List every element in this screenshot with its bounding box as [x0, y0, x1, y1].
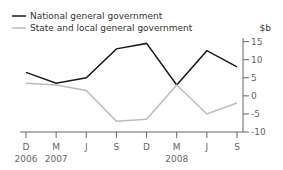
- svg-text:M: M: [173, 142, 181, 152]
- svg-text:D: D: [23, 142, 30, 152]
- svg-text:2006: 2006: [15, 154, 38, 162]
- svg-text:D: D: [143, 142, 150, 152]
- svg-text:J: J: [205, 142, 209, 152]
- svg-text:-10: -10: [251, 127, 266, 137]
- svg-text:2008: 2008: [165, 154, 188, 162]
- svg-text:15: 15: [251, 37, 262, 47]
- svg-text:2007: 2007: [45, 154, 68, 162]
- svg-text:S: S: [234, 142, 240, 152]
- svg-text:10: 10: [251, 55, 263, 65]
- html-text:National general government: National general government: [30, 11, 163, 21]
- svg-text:0: 0: [251, 91, 257, 101]
- html-text:State and local general govern: State and local general government: [30, 23, 193, 33]
- html-text:$b: $b: [259, 23, 271, 33]
- svg-text:J: J: [84, 142, 88, 152]
- svg-text:-5: -5: [251, 109, 260, 119]
- svg-text:5: 5: [251, 73, 257, 83]
- svg-text:M: M: [52, 142, 60, 152]
- svg-text:S: S: [114, 142, 120, 152]
